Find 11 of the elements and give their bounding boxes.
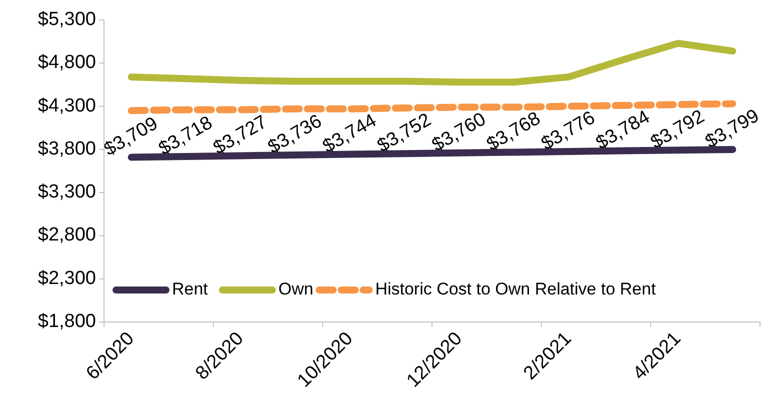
y-tick-label: $4,300 <box>38 95 96 116</box>
y-tick-label: $3,800 <box>38 138 96 160</box>
legend-label: Rent <box>172 279 208 298</box>
legend-label: Historic Cost to Own Relative to Rent <box>375 279 656 298</box>
y-tick-label: $2,800 <box>38 224 96 246</box>
y-tick-label: $4,800 <box>38 52 96 74</box>
y-tick-label: $3,300 <box>38 182 96 203</box>
legend-label: Own <box>278 279 314 298</box>
y-tick-label: $2,300 <box>38 268 96 289</box>
y-tick-label: $5,300 <box>38 9 96 30</box>
y-tick-label: $1,800 <box>38 311 96 332</box>
